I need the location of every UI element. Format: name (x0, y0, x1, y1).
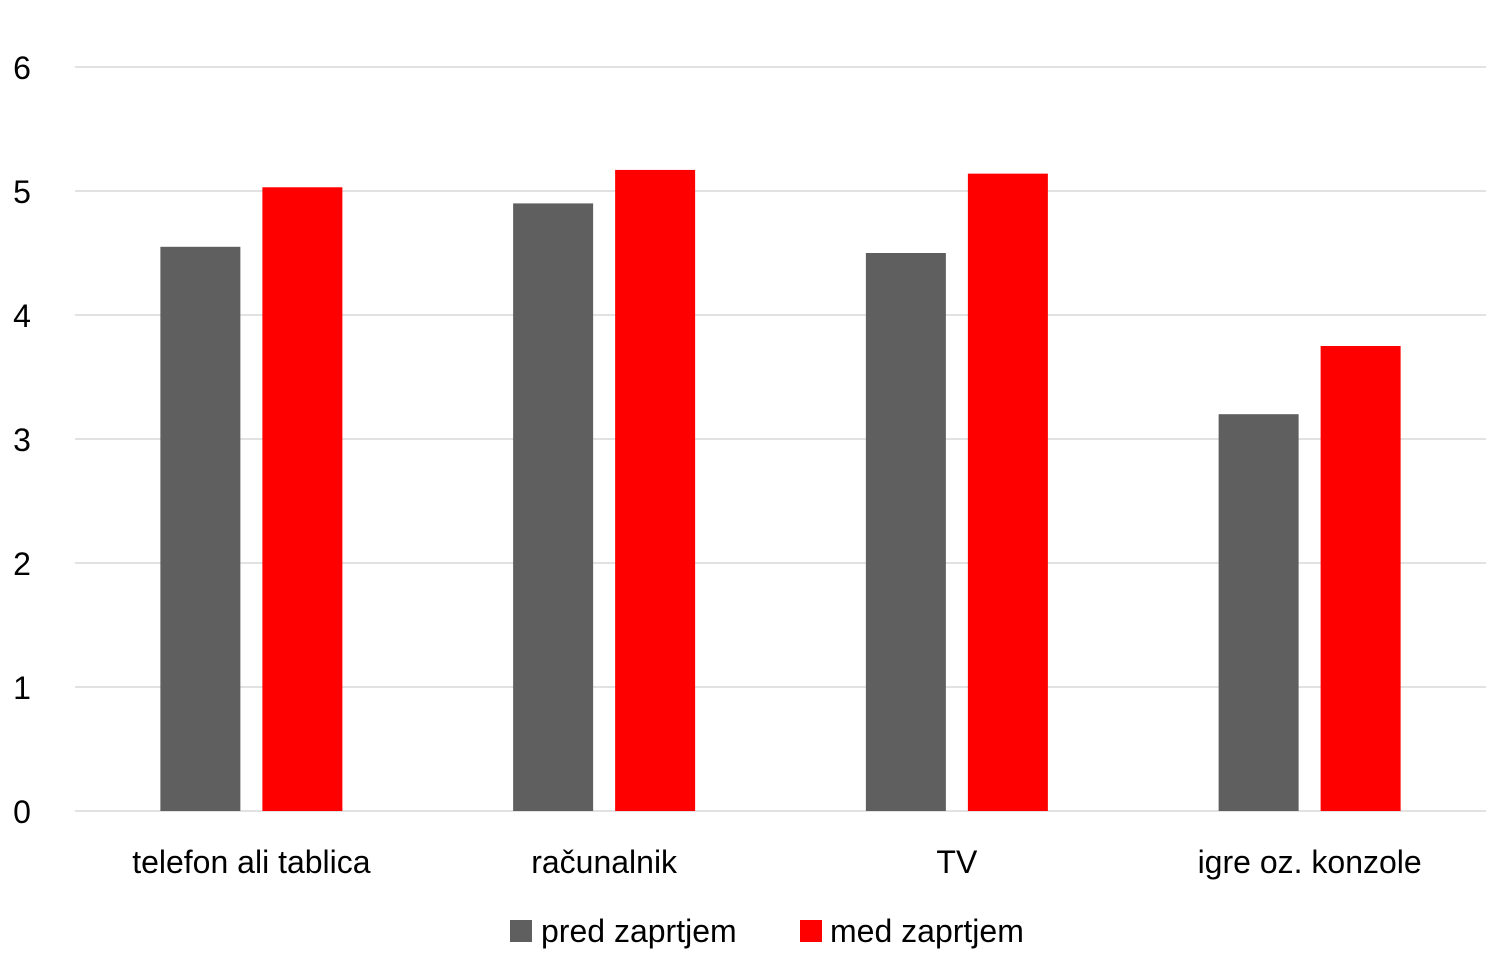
bar-med-1 (615, 169, 696, 812)
y-tick-label: 3 (13, 422, 31, 458)
y-tick-label: 6 (13, 50, 31, 86)
bar-pred-3 (1218, 414, 1299, 811)
legend: pred zaprtjem med zaprtjem (510, 913, 1024, 949)
bars (160, 169, 1401, 812)
y-axis-ticks: 0 1 2 3 4 5 6 (13, 50, 31, 830)
bar-med-0 (262, 187, 343, 811)
y-tick-label: 2 (13, 546, 31, 582)
x-category-label: telefon ali tablica (132, 844, 371, 880)
legend-label-pred: pred zaprtjem (541, 913, 737, 949)
y-tick-label: 0 (13, 794, 31, 830)
bar-pred-0 (160, 246, 241, 812)
bar-pred-1 (513, 203, 594, 811)
bar-med-2 (967, 173, 1048, 811)
y-tick-label: 1 (13, 670, 31, 706)
x-axis-categories: telefon ali tablica računalnik TV igre oz. … (132, 844, 1422, 880)
x-category-label: TV (936, 844, 978, 880)
x-category-label: računalnik (531, 844, 678, 880)
bar-pred-2 (865, 253, 946, 811)
bar-med-3 (1320, 346, 1401, 811)
legend-swatch-pred (510, 920, 532, 942)
y-tick-label: 4 (13, 298, 31, 334)
y-tick-label: 5 (13, 174, 31, 210)
x-category-label: igre oz. konzole (1198, 844, 1422, 880)
legend-label-med: med zaprtjem (830, 913, 1024, 949)
legend-swatch-med (800, 920, 822, 942)
